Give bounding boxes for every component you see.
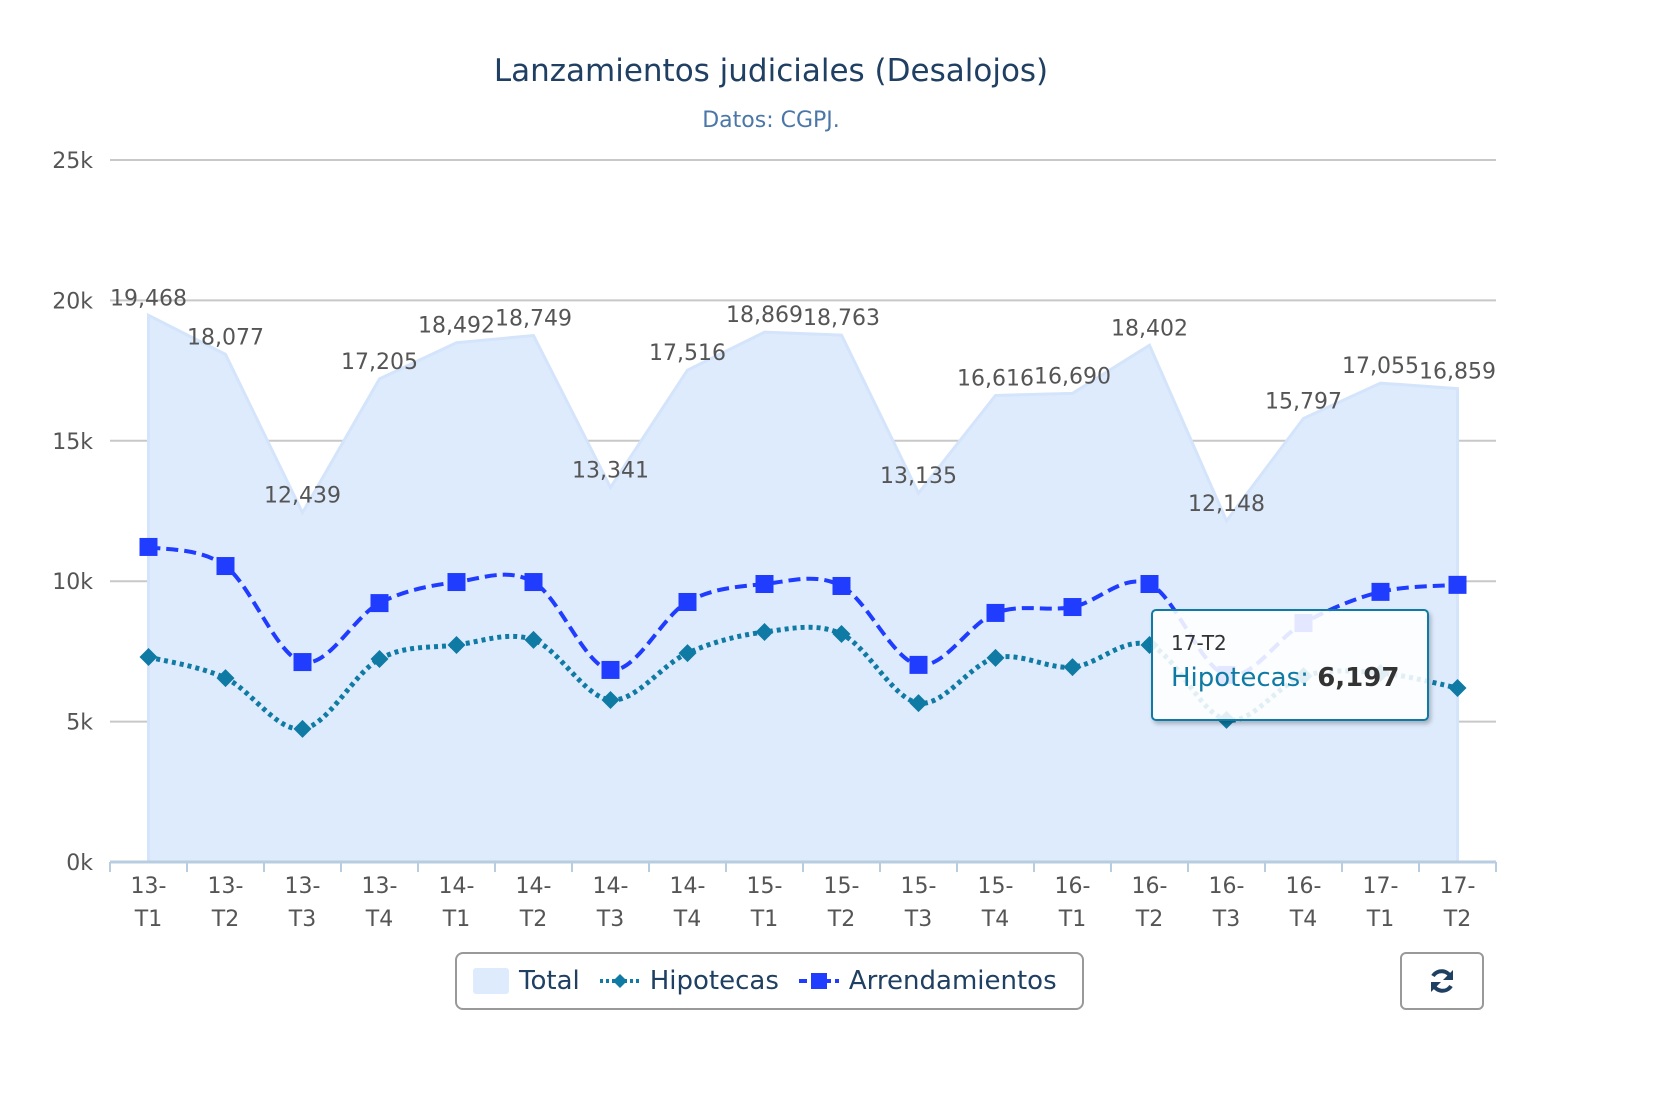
data-label-total: 18,492 xyxy=(418,314,495,339)
x-tick-label: 14-T1 xyxy=(439,874,475,932)
chart-title: Lanzamientos judiciales (Desalojos) xyxy=(494,53,1048,89)
data-label-total: 18,402 xyxy=(1111,316,1188,341)
point-hipotecas xyxy=(293,719,312,738)
series-area-total xyxy=(147,312,1459,864)
tooltip: 17-T2 Hipotecas: 6,197 xyxy=(1151,609,1429,721)
point-arrendamientos xyxy=(1063,598,1082,617)
y-tick-label: 0k xyxy=(66,851,93,876)
x-tick-label: 13-T2 xyxy=(208,874,244,932)
data-label-total: 17,516 xyxy=(649,341,726,366)
point-arrendamientos xyxy=(1140,575,1159,594)
x-tick-label: 16-T1 xyxy=(1055,874,1091,932)
point-hipotecas xyxy=(139,648,158,667)
legend-label: Total xyxy=(519,966,580,996)
point-arrendamientos xyxy=(139,537,158,556)
tooltip-value: 6,197 xyxy=(1317,663,1400,693)
x-tick-label: 17-T2 xyxy=(1440,874,1476,932)
x-tick-label: 14-T2 xyxy=(516,874,552,932)
legend-label: Arrendamientos xyxy=(848,966,1057,996)
data-label-total: 13,341 xyxy=(572,458,649,483)
square-dashed-line-icon xyxy=(798,973,839,989)
x-tick-label: 15-T4 xyxy=(978,874,1014,932)
x-tick-label: 13-T3 xyxy=(285,874,321,932)
data-label-total: 18,869 xyxy=(726,303,803,328)
point-hipotecas xyxy=(1448,678,1467,697)
legend: Total Hipotecas Arrendamientos xyxy=(455,952,1084,1010)
x-tick-label: 16-T2 xyxy=(1132,874,1168,932)
legend-item-hipotecas[interactable]: Hipotecas xyxy=(599,966,779,996)
x-tick-label: 17-T1 xyxy=(1363,874,1399,932)
point-arrendamientos xyxy=(524,573,543,592)
x-tick-label: 15-T2 xyxy=(824,874,860,932)
point-arrendamientos xyxy=(678,592,697,611)
point-hipotecas xyxy=(216,669,235,688)
x-tick-label: 15-T3 xyxy=(901,874,937,932)
x-tick-label: 13-T4 xyxy=(362,874,398,932)
legend-item-arrendamientos[interactable]: Arrendamientos xyxy=(798,966,1057,996)
x-tick-label: 16-T3 xyxy=(1209,874,1245,932)
point-hipotecas xyxy=(1063,658,1082,677)
data-label-total: 12,439 xyxy=(264,484,341,509)
point-hipotecas xyxy=(678,644,697,663)
point-arrendamientos xyxy=(216,557,235,576)
data-label-total: 17,205 xyxy=(341,350,418,375)
x-tick-label: 15-T1 xyxy=(747,874,783,932)
point-hipotecas xyxy=(370,649,389,668)
tooltip-sep: : xyxy=(1300,663,1309,693)
data-label-total: 16,690 xyxy=(1034,364,1111,389)
legend-label: Hipotecas xyxy=(649,966,779,996)
y-tick-label: 5k xyxy=(66,711,93,736)
point-arrendamientos xyxy=(986,603,1005,622)
point-arrendamientos xyxy=(447,573,466,592)
x-tick-label: 14-T4 xyxy=(670,874,706,932)
data-label-total: 15,797 xyxy=(1265,389,1342,414)
reset-zoom-button[interactable] xyxy=(1400,952,1484,1010)
data-label-total: 19,468 xyxy=(110,286,187,311)
y-tick-label: 15k xyxy=(52,430,93,455)
tooltip-series: Hipotecas xyxy=(1171,663,1301,693)
point-arrendamientos xyxy=(1448,575,1467,594)
point-arrendamientos xyxy=(293,653,312,672)
point-hipotecas xyxy=(909,694,928,713)
refresh-icon xyxy=(1431,969,1453,993)
data-label-total: 18,077 xyxy=(187,325,264,350)
legend-item-total[interactable]: Total xyxy=(473,966,580,996)
area-swatch-icon xyxy=(473,968,509,994)
y-tick-label: 20k xyxy=(52,289,93,314)
point-hipotecas xyxy=(755,623,774,642)
point-arrendamientos xyxy=(601,660,620,679)
tooltip-category: 17-T2 xyxy=(1171,631,1227,655)
point-hipotecas xyxy=(447,635,466,654)
point-hipotecas xyxy=(524,630,543,649)
y-tick-label: 25k xyxy=(52,149,93,174)
chart-subtitle: Datos: CGPJ. xyxy=(702,108,840,133)
point-hipotecas xyxy=(601,690,620,709)
data-label-total: 16,616 xyxy=(957,366,1034,391)
diamond-dotted-line-icon xyxy=(599,974,640,988)
data-label-total: 17,055 xyxy=(1342,354,1419,379)
x-tick-label: 13-T1 xyxy=(131,874,167,932)
y-tick-label: 10k xyxy=(52,570,93,595)
point-arrendamientos xyxy=(1371,582,1390,601)
x-tick-label: 16-T4 xyxy=(1286,874,1322,932)
point-arrendamientos xyxy=(909,655,928,674)
data-label-total: 12,148 xyxy=(1188,492,1265,517)
point-arrendamientos xyxy=(755,575,774,594)
x-tick-label: 14-T3 xyxy=(593,874,629,932)
data-label-total: 18,749 xyxy=(495,307,572,332)
data-label-total: 13,135 xyxy=(880,464,957,489)
data-label-total: 18,763 xyxy=(803,306,880,331)
point-hipotecas xyxy=(832,624,851,643)
point-arrendamientos xyxy=(832,576,851,595)
point-hipotecas xyxy=(986,648,1005,667)
point-arrendamientos xyxy=(370,594,389,613)
data-label-total: 16,859 xyxy=(1419,360,1496,385)
